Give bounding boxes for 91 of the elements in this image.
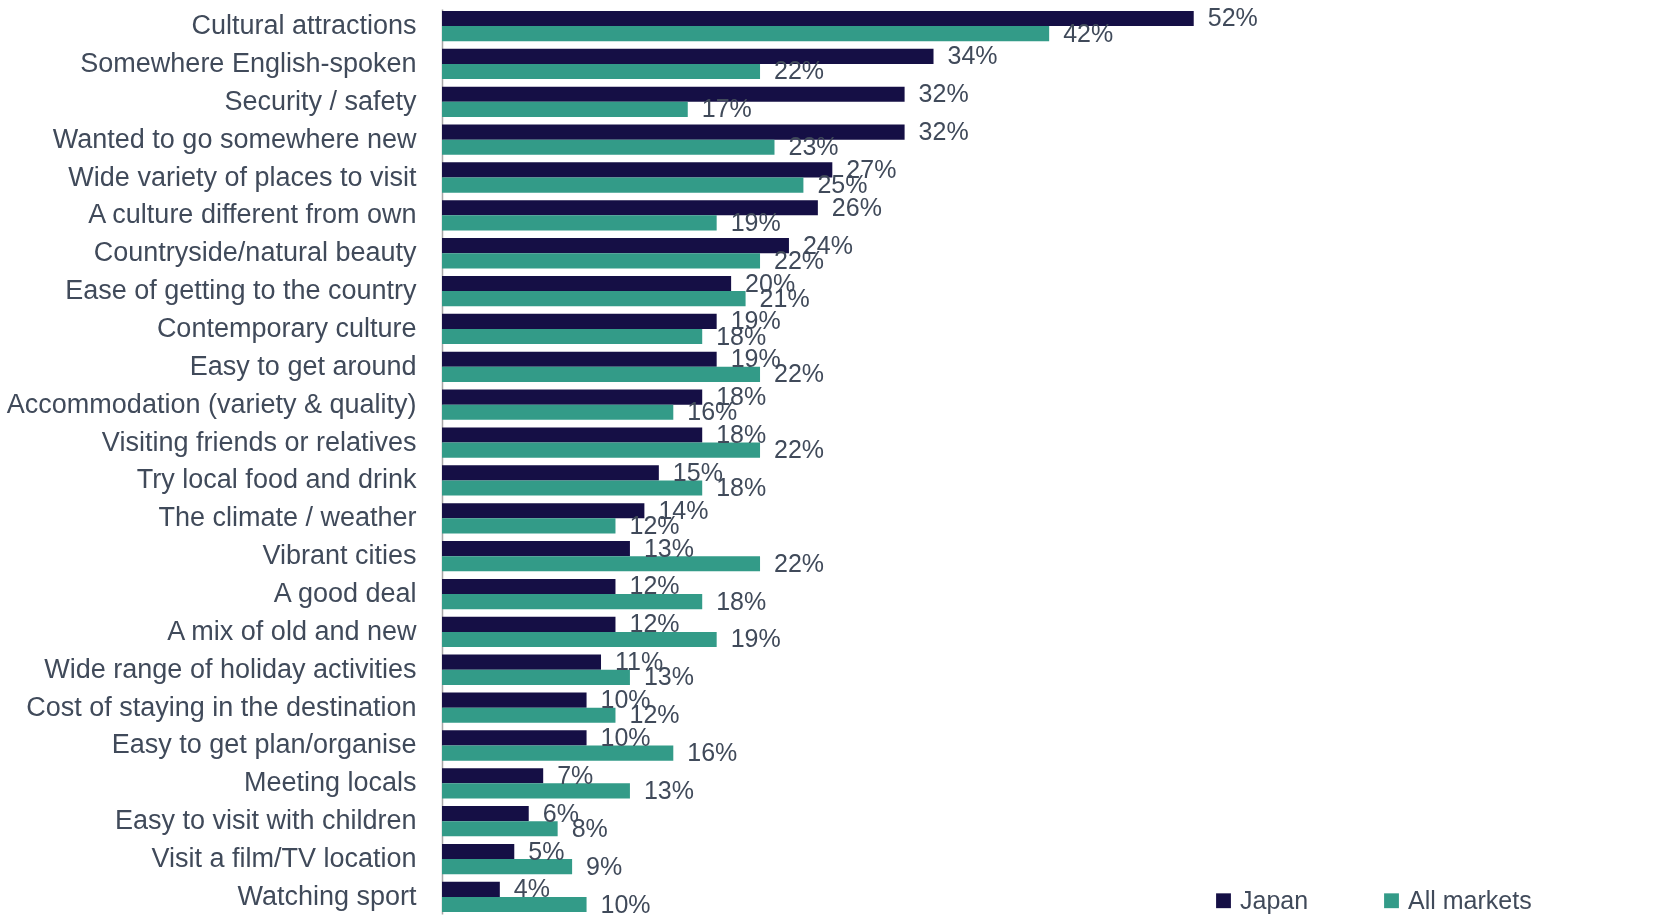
bar	[442, 253, 761, 269]
data-label: 22%	[774, 548, 825, 577]
data-label: 7%	[557, 760, 594, 789]
legend-label: All markets	[1408, 885, 1532, 914]
bar	[442, 518, 616, 534]
bar	[442, 616, 616, 632]
data-label: 13%	[643, 533, 694, 562]
bar	[442, 139, 775, 155]
bar	[442, 291, 746, 307]
data-label: 17%	[701, 94, 752, 123]
bar	[442, 783, 630, 799]
bar	[442, 654, 602, 670]
y-tick-label: Meeting locals	[243, 767, 417, 798]
data-label: 16%	[687, 738, 738, 767]
data-label: 5%	[528, 836, 565, 865]
bar	[442, 692, 587, 708]
y-tick-label: Somewhere English-spoken	[80, 47, 417, 78]
y-tick-label: Cultural attractions	[191, 10, 417, 41]
data-label: 18%	[716, 419, 767, 448]
data-label: 34%	[947, 41, 998, 70]
bar	[442, 177, 804, 193]
bar	[442, 768, 544, 784]
bar	[442, 578, 616, 595]
data-label: 13%	[643, 775, 694, 804]
data-label: 12%	[629, 609, 680, 638]
y-tick-label: Easy to get around	[189, 350, 417, 381]
bar	[442, 669, 630, 685]
y-tick-label: Cost of staying in the destination	[26, 691, 417, 722]
y-tick-label: Vibrant cities	[262, 540, 417, 571]
data-label: 19%	[730, 624, 781, 653]
bar	[442, 859, 573, 875]
y-tick-label: Security / safety	[224, 85, 417, 116]
y-tick-label: Wide range of holiday activities	[44, 653, 417, 684]
bar	[442, 63, 761, 80]
bar	[442, 730, 587, 746]
data-label: 10%	[600, 889, 651, 918]
y-tick-label: Contemporary culture	[156, 312, 417, 343]
data-label: 10%	[600, 722, 651, 751]
bar	[442, 896, 587, 913]
data-label: 18%	[716, 586, 767, 615]
data-label: 9%	[586, 851, 623, 880]
y-tick-label: The climate / weather	[158, 502, 417, 533]
bar	[442, 313, 717, 329]
data-label: 32%	[918, 117, 969, 146]
bar	[442, 843, 515, 860]
y-tick-label: A culture different from own	[88, 199, 417, 230]
bar	[442, 594, 703, 610]
y-tick-label: Accommodation (variety & quality)	[6, 388, 417, 419]
data-label: 32%	[918, 79, 969, 108]
data-label: 26%	[831, 192, 882, 221]
data-label: 19%	[730, 207, 781, 236]
y-tick-label: Watching sport	[237, 880, 417, 911]
legend-label: Japan	[1240, 885, 1309, 914]
bar	[442, 821, 558, 837]
bar	[442, 745, 674, 761]
bar	[442, 328, 703, 345]
y-tick-label: A good deal	[273, 578, 417, 609]
data-label: 42%	[1063, 18, 1114, 47]
bar	[442, 480, 703, 496]
y-tick-label: Wide variety of places to visit	[68, 161, 417, 192]
data-label: 22%	[774, 435, 825, 464]
bar	[442, 215, 717, 231]
data-label: 22%	[774, 56, 825, 85]
bar	[442, 275, 732, 292]
bar	[442, 631, 717, 648]
bar	[442, 707, 616, 723]
bar	[442, 366, 761, 382]
y-tick-label: Visit a film/TV location	[151, 843, 417, 874]
bar	[442, 541, 630, 557]
bar	[442, 556, 761, 572]
y-tick-label: Easy to get plan/organise	[111, 729, 417, 760]
data-label: 23%	[788, 132, 839, 161]
data-label: 12%	[629, 571, 680, 600]
bar	[442, 427, 703, 443]
y-tick-label: Ease of getting to the country	[65, 275, 417, 306]
y-tick-label: Countryside/natural beauty	[93, 237, 417, 268]
y-tick-label: Wanted to go somewhere new	[52, 123, 417, 154]
bar	[442, 404, 674, 420]
bar	[442, 101, 688, 117]
y-tick-label: A mix of old and new	[167, 615, 417, 646]
y-tick-label: Easy to visit with children	[114, 805, 417, 836]
bar	[442, 881, 500, 897]
data-label: 52%	[1207, 3, 1258, 32]
y-tick-label: Visiting friends or relatives	[101, 426, 417, 457]
data-label: 4%	[513, 874, 550, 903]
bar	[442, 465, 659, 481]
bar	[442, 351, 717, 367]
bar	[442, 442, 761, 458]
y-tick-label: Try local food and drink	[136, 464, 417, 495]
bar	[442, 26, 1050, 42]
bar	[442, 806, 529, 822]
